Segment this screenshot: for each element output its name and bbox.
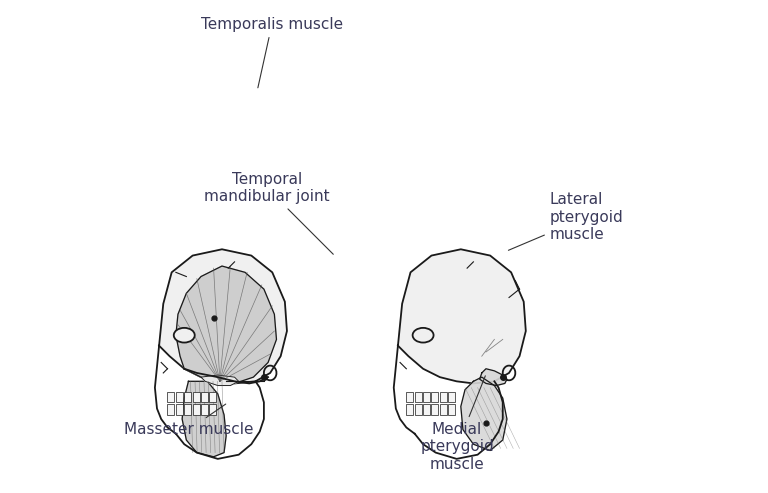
Bar	[415, 404, 422, 415]
Text: Temporal
mandibular joint: Temporal mandibular joint	[204, 172, 333, 254]
Bar	[406, 392, 413, 402]
Polygon shape	[480, 369, 507, 386]
Bar	[423, 392, 430, 402]
Bar	[440, 392, 447, 402]
Bar	[167, 404, 174, 415]
Bar	[423, 404, 430, 415]
Polygon shape	[461, 377, 507, 451]
Bar	[210, 404, 217, 415]
Text: Masseter muscle: Masseter muscle	[124, 404, 253, 437]
Bar	[193, 404, 200, 415]
Bar	[406, 404, 413, 415]
Bar	[201, 392, 208, 402]
Bar	[440, 404, 447, 415]
Bar	[176, 392, 183, 402]
Polygon shape	[176, 266, 276, 384]
Polygon shape	[398, 249, 526, 384]
Bar	[432, 404, 439, 415]
Bar	[176, 404, 183, 415]
Polygon shape	[201, 375, 239, 386]
Polygon shape	[159, 249, 287, 384]
Text: Medial
pterygoid
muscle: Medial pterygoid muscle	[420, 376, 494, 472]
Polygon shape	[182, 381, 226, 457]
Text: Lateral
pterygoid
muscle: Lateral pterygoid muscle	[508, 192, 624, 250]
Bar	[449, 404, 455, 415]
Ellipse shape	[174, 328, 195, 343]
Bar	[201, 404, 208, 415]
Bar	[184, 404, 191, 415]
Ellipse shape	[412, 328, 434, 343]
Bar	[210, 392, 217, 402]
Bar	[167, 392, 174, 402]
Bar	[193, 392, 200, 402]
Bar	[449, 392, 455, 402]
Text: Temporalis muscle: Temporalis muscle	[200, 17, 343, 88]
Bar	[432, 392, 439, 402]
Bar	[415, 392, 422, 402]
Bar	[184, 392, 191, 402]
